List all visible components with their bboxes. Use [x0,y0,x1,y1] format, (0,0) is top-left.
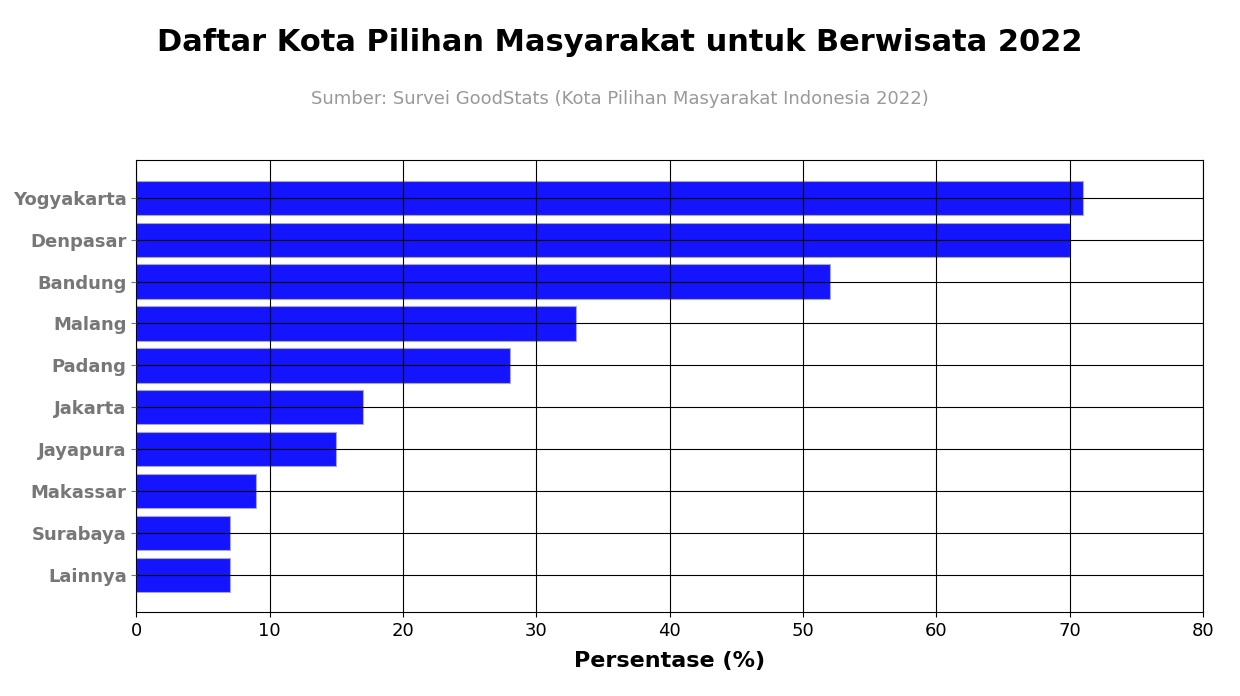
Bar [136,390,363,425]
Text: Daftar Kota Pilihan Masyarakat untuk Berwisata 2022: Daftar Kota Pilihan Masyarakat untuk Ber… [157,28,1083,57]
Bar [136,348,510,383]
Bar [136,306,577,340]
Bar [136,264,830,299]
Bar [136,223,1069,257]
Bar [136,432,336,466]
Bar [136,474,257,508]
Bar [136,181,1083,215]
Text: Sumber: Survei GoodStats (Kota Pilihan Masyarakat Indonesia 2022): Sumber: Survei GoodStats (Kota Pilihan M… [311,90,929,109]
Bar [136,516,229,550]
Bar [136,557,229,592]
X-axis label: Persentase (%): Persentase (%) [574,651,765,672]
